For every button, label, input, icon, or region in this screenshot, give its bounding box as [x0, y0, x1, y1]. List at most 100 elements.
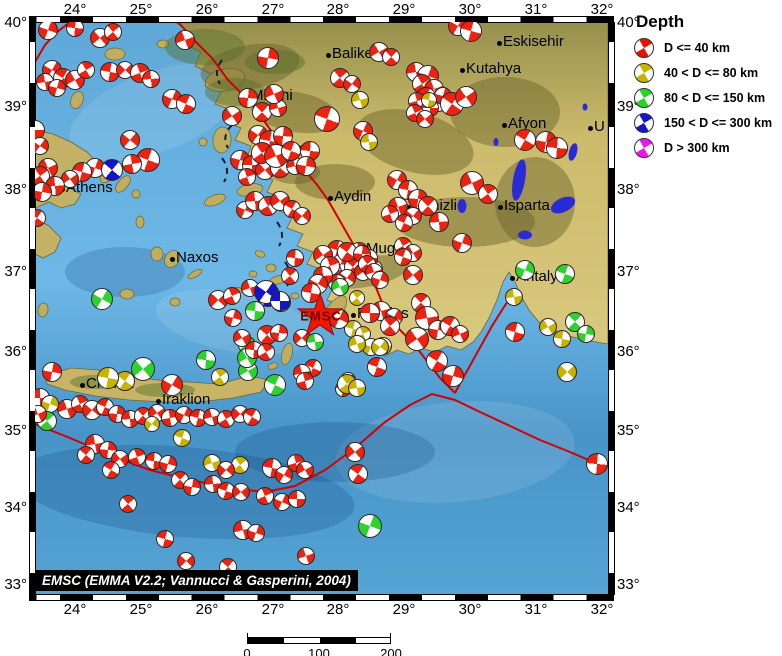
- lat-tick-right: 37°: [617, 263, 640, 280]
- focal-mechanism-r: [345, 442, 365, 462]
- legend-beachball-icon: [634, 138, 654, 158]
- lat-tick-left: 37°: [4, 263, 27, 280]
- focal-mechanism-r: [35, 137, 49, 155]
- city-label: Afyon: [508, 115, 547, 132]
- focal-mechanism-r: [381, 205, 399, 223]
- city-label: Aydin: [334, 188, 372, 205]
- city-label: Eskisehir: [503, 33, 564, 50]
- focal-mechanism-o: [211, 368, 229, 386]
- lon-tick-bottom: 31°: [524, 601, 548, 618]
- city-dot: [80, 383, 85, 388]
- focal-mechanism-r: [293, 207, 311, 225]
- lat-tick-left: 39°: [4, 98, 27, 115]
- lon-tick-top: 25°: [129, 1, 153, 18]
- focal-mechanism-r: [460, 171, 484, 195]
- scale-bar-tick: [247, 633, 248, 644]
- focal-mechanism-r: [38, 22, 58, 40]
- scale-bar-segments: [247, 637, 391, 644]
- lon-tick-top: 26°: [195, 1, 219, 18]
- focal-mechanism-g: [245, 301, 265, 321]
- focal-mechanism-r: [360, 303, 380, 323]
- focal-mechanism-r: [128, 448, 146, 466]
- focal-mechanism-r: [380, 316, 400, 336]
- focal-mechanism-r: [451, 325, 469, 343]
- focal-mechanism-r: [243, 408, 261, 426]
- lon-tick-top: 24°: [63, 1, 87, 18]
- depth-legend: Depth D <= 40 km 40 < D <= 80 km 80 < D <=…: [630, 8, 782, 178]
- focal-mechanism-r: [426, 350, 448, 372]
- city-label: U: [594, 118, 605, 135]
- lat-tick-right: 38°: [617, 181, 640, 198]
- focal-mechanism-r: [42, 362, 62, 382]
- scale-bar-tick: [390, 633, 391, 644]
- focal-mechanism-r: [296, 372, 314, 390]
- city-dot: [326, 53, 331, 58]
- focal-mechanism-o: [557, 362, 577, 382]
- focal-mechanism-g: [515, 260, 535, 280]
- lon-tick-top: 32°: [590, 1, 614, 18]
- focal-mechanism-o: [553, 330, 571, 348]
- focal-mechanism-r: [546, 137, 568, 159]
- legend-beachball-icon: [634, 38, 654, 58]
- focal-mechanism-r: [382, 48, 400, 66]
- focal-mechanism-r: [257, 47, 279, 69]
- focal-mechanism-r: [257, 343, 275, 361]
- focal-mechanism-r: [232, 483, 250, 501]
- focal-mechanism-r: [77, 61, 95, 79]
- city-dot: [170, 257, 175, 262]
- legend-item-label: 40 < D <= 80 km: [664, 66, 759, 80]
- lon-tick-bottom: 24°: [63, 601, 87, 618]
- focal-mechanism-o: [421, 92, 437, 108]
- focal-mechanism-r: [416, 110, 434, 128]
- focal-mechanism-r: [281, 267, 299, 285]
- lon-tick-bottom: 28°: [326, 601, 350, 618]
- focal-mechanism-g: [91, 288, 113, 310]
- focal-mechanism-r: [142, 70, 160, 88]
- frame-right: [608, 22, 615, 595]
- focal-mechanism-r: [405, 327, 429, 351]
- focal-mechanism-r: [77, 446, 95, 464]
- focal-mechanism-r: [183, 478, 201, 496]
- lon-tick-bottom: 30°: [458, 601, 482, 618]
- focal-mechanism-r: [296, 156, 316, 176]
- attribution-bar: EMSC (EMMA V2.2; Vannucci & Gasperini, 2…: [35, 570, 358, 591]
- city-dot: [328, 196, 333, 201]
- city-dot: [497, 41, 502, 46]
- focal-mechanism-r: [394, 248, 412, 266]
- lon-tick-bottom: 26°: [195, 601, 219, 618]
- focal-mechanism-r: [395, 214, 413, 232]
- focal-mechanism-g: [555, 264, 575, 284]
- focal-mechanism-r: [429, 212, 449, 232]
- lat-tick-left: 35°: [4, 422, 27, 439]
- focal-mechanism-r: [247, 524, 265, 542]
- focal-mechanism-r: [217, 461, 235, 479]
- focal-mechanism-r: [460, 22, 482, 42]
- focal-mechanism-r: [455, 86, 477, 108]
- map-canvas: AthensNaxosChaniaIraklionMitiliniIzmirAy…: [35, 22, 608, 595]
- lat-tick-left: 40°: [4, 14, 27, 31]
- legend-beachball-icon: [634, 88, 654, 108]
- focal-mechanism-r: [371, 271, 389, 289]
- lon-tick-bottom: 27°: [261, 601, 285, 618]
- lon-tick-top: 28°: [326, 1, 350, 18]
- focal-mechanism-o: [349, 290, 365, 306]
- focal-mechanism-r: [403, 265, 423, 285]
- city-dot: [588, 126, 593, 131]
- focal-mechanism-o: [539, 318, 557, 336]
- focal-mechanism-g: [306, 333, 324, 351]
- focal-mechanism-r: [48, 79, 66, 97]
- lon-tick-top: 31°: [524, 1, 548, 18]
- lat-tick-left: 33°: [4, 576, 27, 593]
- focal-mechanism-o: [351, 91, 369, 109]
- lat-tick-right: 33°: [617, 576, 640, 593]
- focal-mechanism-r: [297, 547, 315, 565]
- legend-title: Depth: [636, 12, 685, 31]
- lat-tick-right: 40°: [617, 14, 640, 31]
- legend-item-label: D > 300 km: [664, 141, 730, 155]
- focal-mechanism-r: [222, 106, 242, 126]
- focal-mechanism-r: [314, 106, 340, 132]
- lat-tick-right: 36°: [617, 343, 640, 360]
- lat-tick-right: 34°: [617, 499, 640, 516]
- focal-mechanism-r: [102, 461, 120, 479]
